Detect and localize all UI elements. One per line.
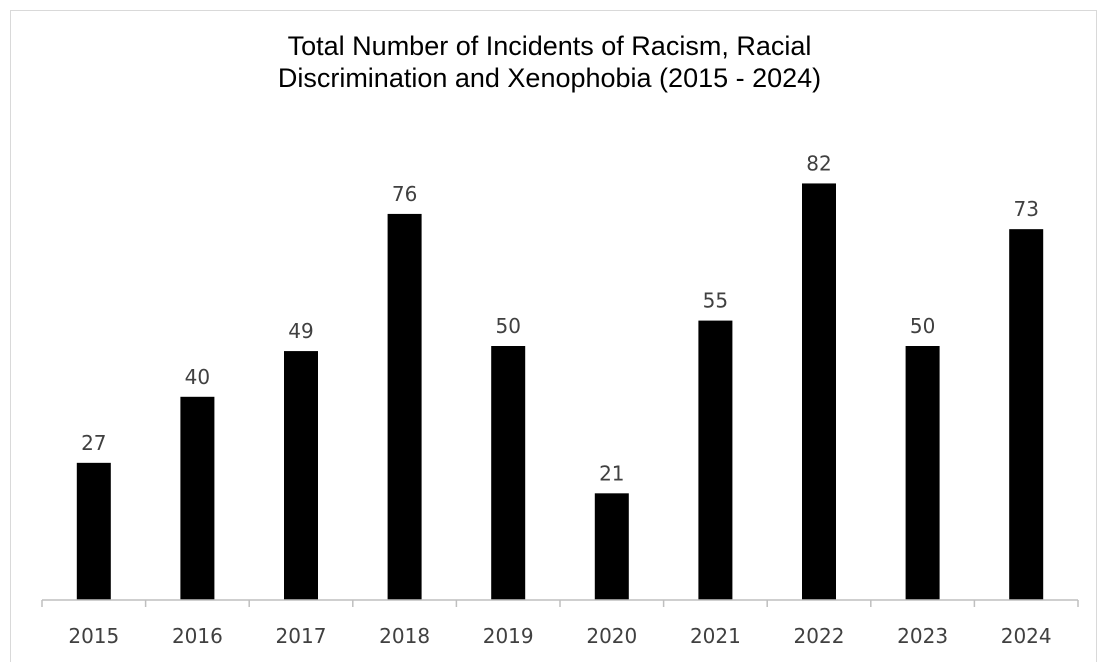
bar-2022 [802, 183, 836, 600]
bar-2020 [594, 493, 629, 600]
bar-2023 [905, 346, 940, 600]
data-label-2017: 49 [288, 319, 313, 343]
data-label-2016: 40 [185, 365, 210, 389]
bar-2018 [387, 213, 422, 601]
chart-title: Total Number of Incidents of Racism, Rac… [0, 30, 1099, 94]
x-tick-label-2022: 2022 [794, 624, 845, 648]
data-label-2024: 73 [1013, 197, 1038, 221]
bar-2019 [491, 346, 526, 600]
x-axis: 2015 2016 2017 2018 2019 2020 2021 2022 2023 2024 [41, 599, 1079, 648]
x-tick-label-2019: 2019 [483, 624, 534, 648]
data-label-2019: 50 [495, 314, 520, 338]
bar-2017 [284, 351, 318, 600]
x-tick-label-2021: 2021 [690, 624, 741, 648]
data-label-2021: 55 [703, 289, 728, 313]
x-tick-label-2015: 2015 [68, 624, 119, 648]
bars-group [76, 183, 1044, 601]
data-label-2022: 82 [806, 151, 831, 175]
x-tick-label-2024: 2024 [1001, 624, 1052, 648]
data-label-2018: 76 [392, 182, 417, 206]
bar-2024 [1009, 229, 1044, 600]
x-tick-label-2020: 2020 [586, 624, 637, 648]
chart-title-line-2: Discrimination and Xenophobia (2015 - 20… [277, 63, 822, 93]
bar-2016 [180, 396, 215, 600]
data-label-2020: 21 [599, 461, 624, 485]
x-tick-label-2018: 2018 [379, 624, 430, 648]
bar-2021 [698, 320, 733, 600]
data-label-2023: 50 [910, 314, 935, 338]
data-labels-group: 27 40 49 76 50 21 55 82 50 73 [81, 151, 1039, 485]
bar-2015 [76, 462, 111, 600]
x-tick-label-2023: 2023 [897, 624, 948, 648]
data-label-2015: 27 [81, 431, 106, 455]
x-tick-label-2016: 2016 [172, 624, 223, 648]
x-tick-label-2017: 2017 [276, 624, 327, 648]
chart-title-line-1: Total Number of Incidents of Racism, Rac… [287, 31, 812, 61]
